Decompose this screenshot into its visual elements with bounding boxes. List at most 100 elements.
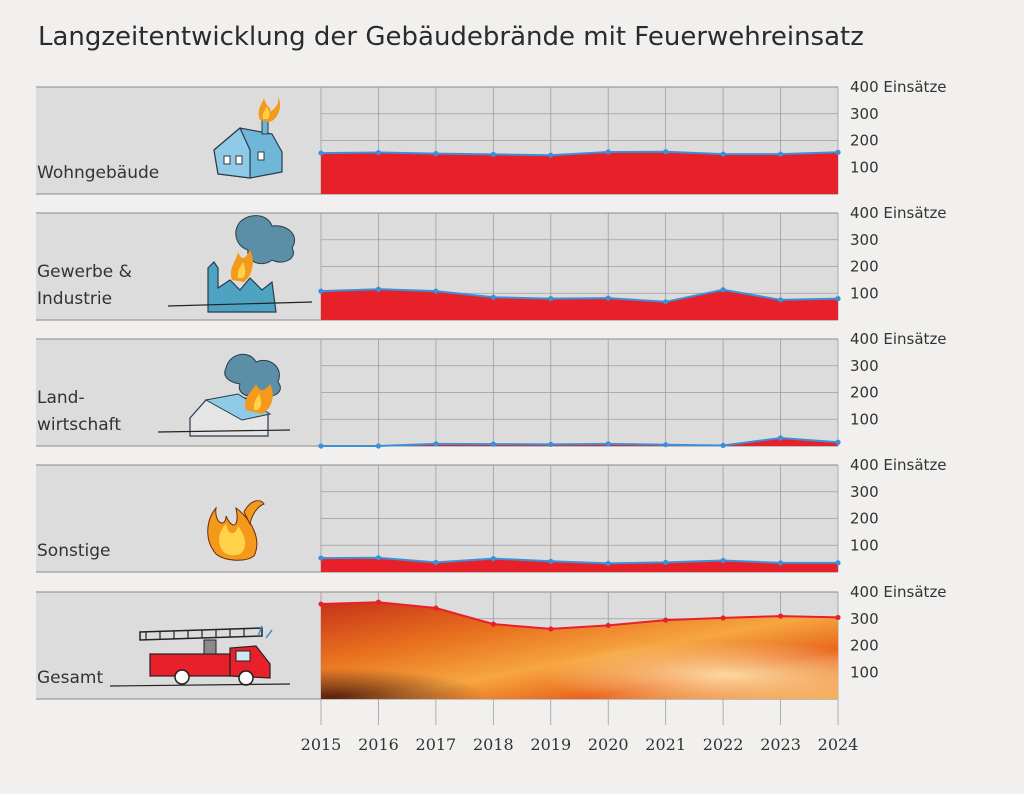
x-tick-label: 2015	[301, 735, 342, 754]
data-point	[433, 288, 439, 294]
series-line	[321, 436, 839, 447]
y-tick-label: 200	[850, 258, 879, 276]
category-label: Sonstige	[37, 541, 110, 561]
data-point	[490, 151, 496, 158]
y-tick-label: 400 Einsätze	[850, 204, 947, 222]
y-tick-label: 200	[850, 132, 879, 150]
data-point	[490, 441, 496, 447]
series-area	[321, 151, 838, 194]
data-point	[433, 605, 439, 611]
y-tick-label: 200	[850, 384, 879, 402]
y-tick-label: 100	[850, 410, 879, 428]
data-point	[720, 442, 726, 449]
fire-truck-icon	[109, 625, 291, 687]
data-point	[548, 152, 554, 158]
y-tick-label: 400 Einsätze	[850, 330, 947, 348]
y-tick-label: 300	[850, 357, 879, 375]
y-tick-label: 300	[850, 231, 879, 249]
x-tick-label: 2018	[473, 735, 514, 754]
data-point	[777, 151, 784, 157]
series-line	[320, 150, 839, 157]
data-point	[663, 299, 669, 305]
data-point	[605, 560, 611, 567]
x-tick-label: 2019	[530, 735, 571, 754]
y-tick-label: 200	[850, 637, 879, 655]
panel-sonstige: 100 200 300 400 Einsätze Sonstige	[36, 456, 947, 573]
y-tick-label: 300	[850, 610, 879, 628]
data-point	[720, 287, 726, 293]
y-tick-label: 300	[850, 483, 879, 501]
data-point	[318, 288, 324, 294]
barn-fire-icon	[157, 353, 291, 437]
data-point	[490, 621, 496, 627]
data-point	[777, 435, 784, 441]
y-tick-label: 200	[850, 510, 879, 528]
panel-gewerbe-industrie: 100 200 300 400 Einsätze Gewerbe & Industrie	[36, 204, 947, 321]
x-tick-label: 2023	[760, 735, 801, 754]
data-point	[605, 149, 611, 155]
series-line	[320, 601, 839, 630]
x-tick-label: 2016	[358, 735, 399, 754]
data-point	[835, 439, 841, 445]
data-point	[663, 617, 669, 623]
x-tick-label: 2022	[703, 735, 744, 754]
data-point	[318, 443, 324, 449]
category-label: Industrie	[37, 289, 112, 309]
data-point	[433, 441, 439, 447]
data-point	[375, 599, 382, 605]
category-label: Wohngebäude	[37, 163, 159, 183]
factory-fire-icon	[167, 215, 313, 313]
category-label: Gewerbe &	[37, 262, 132, 282]
data-point	[777, 297, 784, 303]
series-area-shade	[321, 602, 838, 699]
data-point	[835, 560, 841, 566]
data-point	[318, 601, 324, 607]
panel-wohngebäude: 100 200 300 400 Einsätze Wohngebäude	[36, 78, 947, 195]
data-point	[835, 149, 841, 155]
data-point	[605, 441, 611, 447]
data-point	[720, 557, 726, 564]
panel-gesamt: 100 200 300 400 Einsätze Gesamt	[36, 583, 947, 700]
y-tick-label: 300	[850, 105, 879, 123]
category-label: Gesamt	[37, 668, 103, 688]
y-tick-label: 400 Einsätze	[850, 456, 947, 474]
x-tick-label: 2024	[818, 735, 859, 754]
data-point	[605, 295, 611, 301]
data-point	[548, 441, 554, 447]
series-line	[320, 288, 839, 303]
data-point	[318, 555, 324, 561]
data-point	[375, 149, 382, 156]
data-point	[490, 294, 496, 300]
data-point	[720, 151, 726, 157]
house-fire-icon	[213, 96, 283, 179]
category-label: wirtschaft	[37, 415, 121, 435]
x-tick-label: 2020	[588, 735, 629, 754]
x-tick-label: 2021	[645, 735, 686, 754]
category-label: Land-	[37, 388, 85, 408]
series-line	[320, 556, 838, 565]
y-tick-label: 100	[850, 284, 879, 302]
data-point	[548, 296, 554, 302]
data-point	[548, 558, 554, 564]
data-point	[777, 613, 784, 619]
y-tick-label: 100	[850, 536, 879, 554]
data-point	[433, 559, 439, 565]
data-point	[835, 614, 841, 621]
y-tick-label: 400 Einsätze	[850, 583, 947, 601]
x-tick-label: 2017	[416, 735, 457, 754]
panel-landwirtschaft: 100 200 300 400 Einsätze Land-wirtschaft	[36, 330, 947, 449]
series-area	[321, 289, 838, 320]
data-point	[548, 626, 554, 632]
data-point	[663, 559, 669, 565]
data-point	[605, 622, 611, 629]
data-point	[318, 150, 324, 156]
data-point	[663, 149, 669, 155]
data-point	[490, 556, 496, 562]
data-point	[835, 296, 841, 302]
data-point	[375, 555, 382, 561]
flame-icon	[207, 500, 265, 561]
data-point	[663, 442, 669, 448]
y-tick-label: 100	[850, 158, 879, 176]
chart-title: Langzeitentwicklung der Gebäudebrände mi…	[38, 22, 864, 52]
